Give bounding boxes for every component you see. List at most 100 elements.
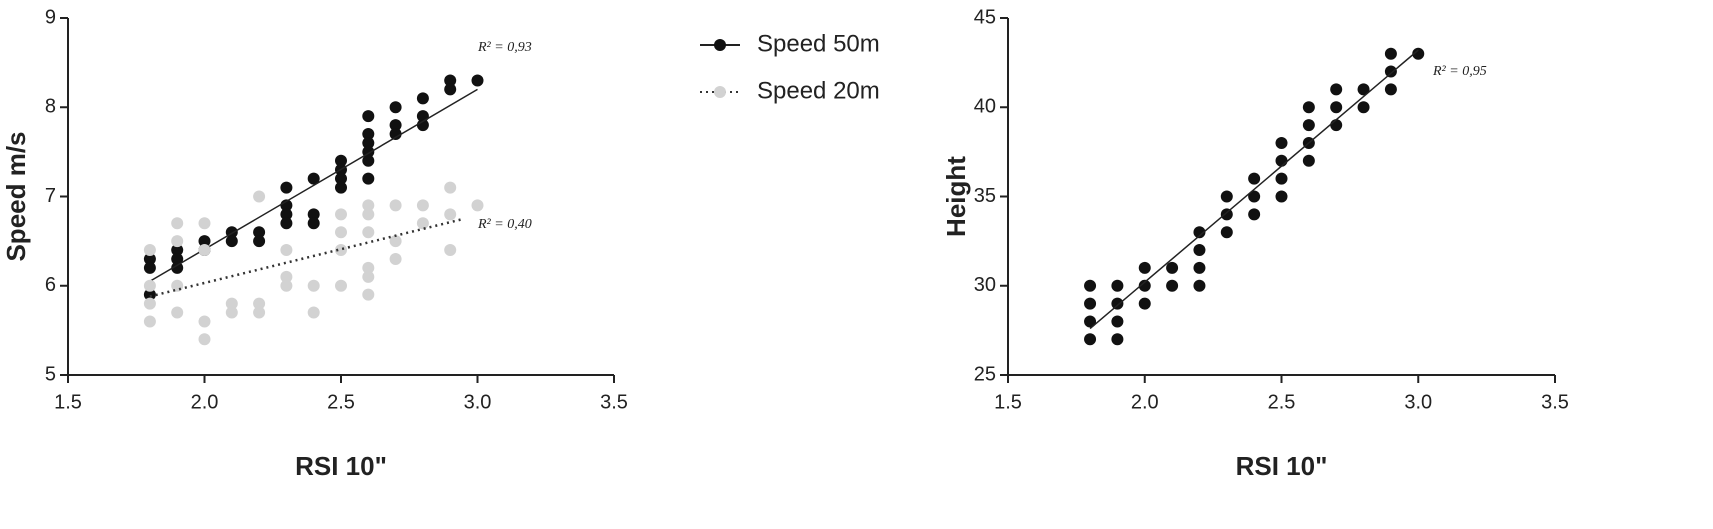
y-axis-title: Height	[941, 156, 971, 237]
point	[362, 110, 375, 123]
point	[1138, 261, 1151, 274]
point	[1084, 297, 1097, 310]
point	[335, 279, 347, 292]
point	[280, 244, 293, 257]
point	[1111, 315, 1124, 328]
point	[253, 226, 266, 239]
point	[1138, 297, 1151, 310]
point	[280, 208, 293, 221]
point	[198, 217, 211, 230]
point	[143, 279, 156, 292]
r2-annotation: R² = 0,40	[477, 217, 532, 232]
point	[1220, 190, 1233, 203]
point	[362, 128, 375, 141]
r2-annotation: R² = 0,95	[1432, 64, 1487, 79]
point	[1330, 101, 1343, 114]
y-tick-label: 9	[45, 6, 56, 28]
point	[280, 270, 293, 283]
y-tick-label: 30	[974, 274, 996, 296]
point	[335, 172, 347, 185]
point	[1193, 279, 1206, 292]
point	[143, 315, 156, 328]
point	[1084, 279, 1097, 292]
point	[1302, 154, 1315, 167]
x-tick-label: 3.5	[1541, 391, 1569, 413]
point	[1248, 190, 1261, 203]
point	[253, 306, 266, 319]
point	[1330, 83, 1343, 96]
point	[253, 235, 266, 248]
point	[1412, 47, 1425, 60]
x-tick-label: 2.5	[327, 391, 355, 413]
point	[1275, 136, 1288, 149]
point	[171, 217, 184, 230]
point	[1111, 297, 1124, 310]
point	[171, 244, 184, 257]
point	[280, 217, 293, 230]
point	[471, 74, 484, 87]
point	[253, 190, 266, 203]
point	[471, 199, 484, 212]
point	[389, 119, 402, 132]
point	[335, 244, 347, 257]
point	[389, 101, 402, 114]
y-tick-label: 7	[45, 185, 56, 207]
x-tick-label: 2.0	[191, 391, 219, 413]
point	[1275, 172, 1288, 185]
x-tick-label: 3.0	[464, 391, 492, 413]
point	[307, 217, 320, 230]
point	[1302, 119, 1315, 132]
point	[198, 235, 211, 248]
point	[362, 154, 375, 167]
y-tick-label: 25	[974, 363, 996, 385]
point	[416, 199, 429, 212]
point	[1330, 119, 1343, 132]
point	[307, 306, 320, 319]
point	[1166, 279, 1179, 292]
y-tick-label: 35	[974, 185, 996, 207]
point	[280, 181, 293, 194]
legend-marker	[714, 39, 726, 51]
point	[143, 252, 156, 265]
x-tick-label: 2.5	[1268, 391, 1296, 413]
y-tick-label: 6	[45, 274, 56, 296]
point	[444, 74, 457, 87]
r2-annotation: R² = 0,93	[477, 40, 532, 55]
y-tick-label: 40	[974, 96, 996, 118]
point	[1193, 261, 1206, 274]
point	[253, 297, 266, 310]
y-tick-label: 5	[45, 363, 56, 385]
x-axis-title: RSI 10"	[295, 451, 387, 481]
x-tick-label: 1.5	[54, 391, 82, 413]
point	[389, 235, 402, 248]
point	[389, 128, 402, 141]
point	[1111, 279, 1124, 292]
point	[1220, 226, 1233, 239]
point	[1384, 47, 1397, 60]
point	[1248, 208, 1261, 221]
point	[171, 306, 184, 319]
point	[335, 226, 347, 239]
point	[198, 333, 211, 346]
point	[143, 288, 156, 301]
point	[198, 315, 211, 328]
point	[362, 136, 375, 149]
point	[1384, 83, 1397, 96]
point	[1357, 83, 1370, 96]
point	[416, 119, 429, 132]
point	[171, 279, 184, 292]
point	[198, 244, 211, 257]
point	[1111, 333, 1124, 346]
point	[307, 279, 320, 292]
point	[362, 208, 375, 221]
point	[171, 252, 184, 265]
x-tick-label: 3.0	[1404, 391, 1432, 413]
point	[171, 235, 184, 248]
y-tick-label: 8	[45, 96, 56, 118]
point	[143, 297, 156, 310]
y-tick-label: 45	[974, 6, 996, 28]
y-axis-title: Speed m/s	[1, 131, 31, 261]
point	[307, 172, 320, 185]
point	[416, 92, 429, 105]
